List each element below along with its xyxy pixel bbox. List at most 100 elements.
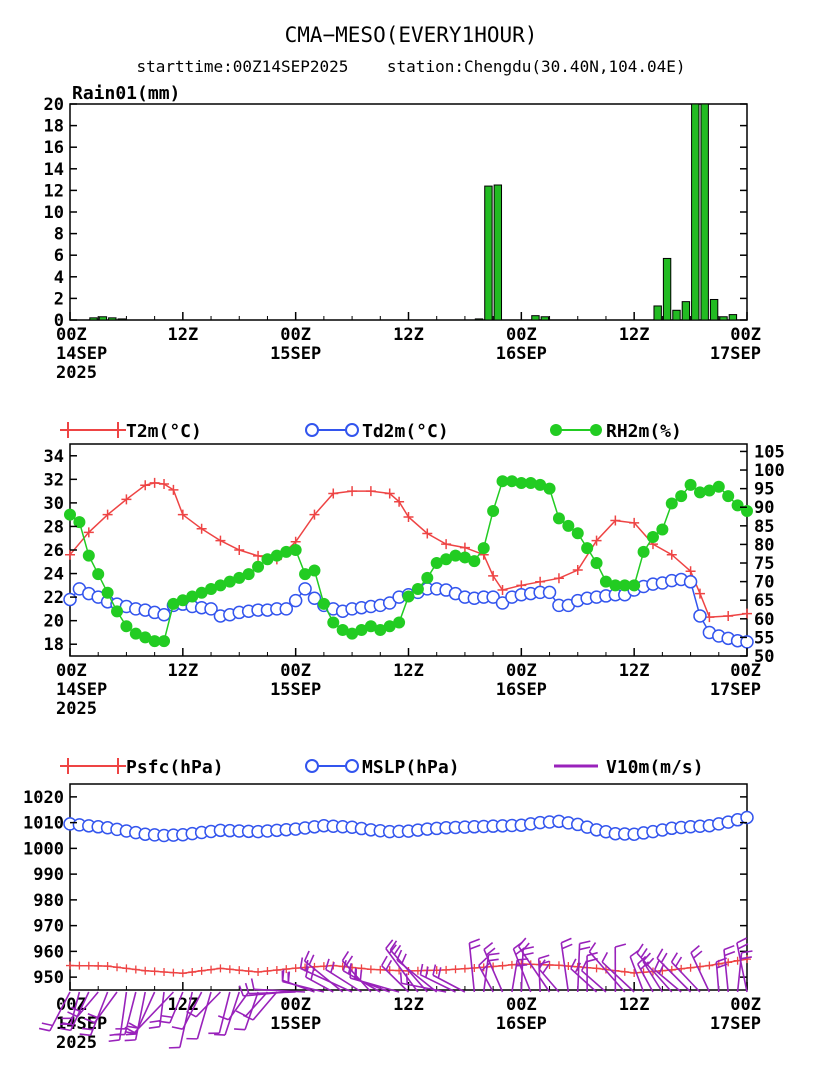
rh2m-point xyxy=(299,568,312,581)
td2m-point xyxy=(542,585,557,600)
t2m-point xyxy=(347,486,358,497)
psfc-point xyxy=(188,968,197,977)
wind-barb xyxy=(517,945,551,993)
wind-barb-feather xyxy=(432,964,437,976)
td2m-point xyxy=(486,590,500,604)
wind-barb xyxy=(581,970,607,993)
wind-barb xyxy=(381,965,410,993)
wind-barb xyxy=(420,974,456,993)
temp-panel: T2m(°C) Td2m(°C) RH2m(%) 18 20 22 24 26 28 30 3… xyxy=(44,421,785,719)
td2m-point xyxy=(288,593,303,608)
rh2m-point xyxy=(214,579,227,592)
rh2m-point xyxy=(599,575,612,588)
rain-bar xyxy=(540,316,550,321)
y-tick-label: 960 xyxy=(33,942,64,962)
rh2m-point xyxy=(195,586,208,599)
t2m-point xyxy=(83,527,94,538)
wind-barb-feather xyxy=(488,952,500,956)
y-tick-label: 6 xyxy=(54,246,64,266)
y-tick-label-right: 50 xyxy=(754,647,774,667)
y-tick-label: 970 xyxy=(33,917,64,937)
legend-circle-icon xyxy=(345,423,359,437)
x-tick-label: 12Z xyxy=(619,661,650,681)
rh2m-point xyxy=(402,590,415,603)
rh2m-point xyxy=(233,571,246,584)
wind-barb xyxy=(93,991,118,1024)
y-tick-label-right: 90 xyxy=(754,498,774,518)
rh2m-point xyxy=(562,519,575,532)
rh2m-point xyxy=(731,499,744,512)
wind-barb-feather xyxy=(538,959,546,970)
wind-barb-feather xyxy=(128,1022,140,1030)
t2m-point xyxy=(535,576,546,587)
wind-barb xyxy=(252,991,278,1021)
y-tick-label-right: 95 xyxy=(754,480,774,500)
rh2m-point xyxy=(317,597,330,610)
wind-barb-feather xyxy=(381,955,388,967)
x-tick-label: 12Z xyxy=(393,325,424,345)
rh2m-point xyxy=(430,557,443,570)
rh2m-point xyxy=(308,564,321,577)
wind-barb-feather xyxy=(640,961,650,970)
t2m-point xyxy=(309,509,320,520)
t2m-point xyxy=(65,549,75,560)
rh2m-point xyxy=(421,571,434,584)
wind-barb-feather xyxy=(250,978,255,990)
x-date-label: 15SEP xyxy=(270,1014,321,1034)
rh2m-point xyxy=(355,623,368,636)
wind-barb-feather xyxy=(542,963,550,974)
rh2m-point xyxy=(477,542,490,555)
wind-barb-feather xyxy=(560,937,572,944)
y-tick-label: 24 xyxy=(44,565,64,585)
psfc-point xyxy=(160,967,169,976)
x-date-label: 17SEP xyxy=(710,344,761,364)
wind-barb xyxy=(401,982,447,993)
y-tick-label: 14 xyxy=(44,160,64,180)
wind-barb xyxy=(723,949,729,993)
rh2m-point xyxy=(167,597,180,610)
wind-barb-feather xyxy=(345,955,354,966)
rh2m-point xyxy=(148,635,161,648)
x-date-label: 17SEP xyxy=(710,1014,761,1034)
wind-barb-feather xyxy=(399,972,403,984)
wind-barb-feather xyxy=(574,962,582,974)
legend-plus-icon xyxy=(60,422,126,438)
y-tick-label: 18 xyxy=(44,635,64,655)
legend-plus-icon xyxy=(60,758,126,774)
rain-bar xyxy=(108,317,117,321)
temp-legend: T2m(°C) Td2m(°C) RH2m(%) xyxy=(60,421,682,442)
x-tick-label: 00Z xyxy=(730,325,761,345)
wind-barb xyxy=(244,991,259,1030)
rh2m-point xyxy=(280,545,293,558)
rh2m-point xyxy=(665,497,678,510)
wind-barb xyxy=(601,961,635,993)
rain-bar xyxy=(484,185,493,321)
td2m-point xyxy=(298,582,312,596)
rh2m-point xyxy=(92,568,105,581)
wind-barb xyxy=(325,968,362,993)
wind-barb-feather xyxy=(736,937,748,944)
legend-mslp: MSLP(hPa) xyxy=(362,757,460,778)
rh2m-point xyxy=(609,579,622,592)
wind-barb xyxy=(389,949,428,993)
psfc-point xyxy=(141,966,150,975)
t2m-point xyxy=(215,535,226,546)
rh2m-point xyxy=(186,590,199,603)
t2m-point xyxy=(488,570,499,581)
wind-barb-feather xyxy=(656,948,664,959)
wind-barb-feather xyxy=(741,950,753,954)
legend-v10m: V10m(m/s) xyxy=(606,757,704,778)
x-tick-label: 12Z xyxy=(167,661,198,681)
td2m-point xyxy=(382,596,397,610)
psfc-point xyxy=(498,961,507,970)
wind-barb-feather xyxy=(158,1020,171,1024)
psfc-point xyxy=(564,962,573,971)
rh2m-point xyxy=(252,560,265,573)
wind-barb-feather xyxy=(238,985,245,997)
rh2m-point xyxy=(684,478,697,491)
x-tick-label: 00Z xyxy=(730,995,761,1015)
wind-barb-feather xyxy=(675,956,683,967)
wind-barb xyxy=(227,991,250,1021)
wind-barb-feather xyxy=(515,947,525,956)
